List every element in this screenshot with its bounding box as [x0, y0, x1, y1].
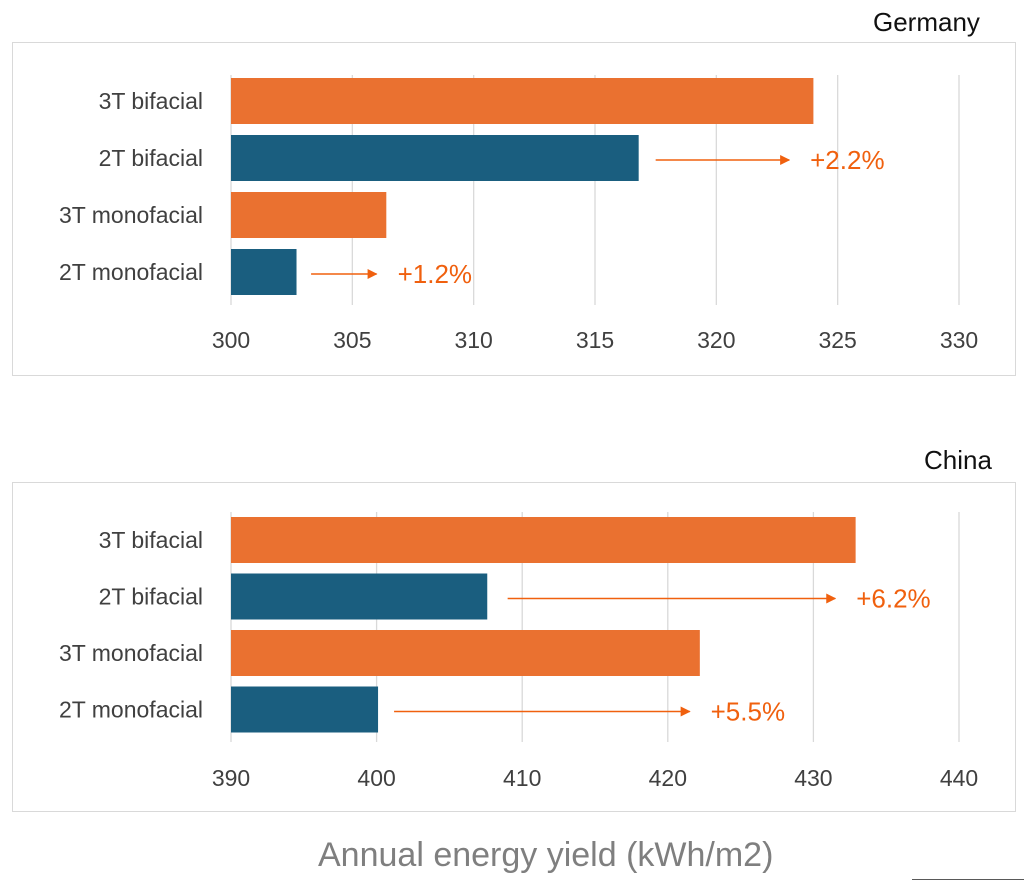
germany-category-label: 3T monofacial	[59, 202, 203, 228]
germany-category-label: 3T bifacial	[99, 88, 203, 114]
germany-x-tick-label: 300	[212, 327, 250, 353]
germany-bar-2t-monofacial	[231, 249, 297, 295]
china-annotation-label: +6.2%	[856, 584, 930, 614]
germany-x-tick-label: 320	[697, 327, 735, 353]
china-x-tick-label: 410	[503, 765, 541, 791]
china-category-label: 3T monofacial	[59, 640, 203, 666]
germany-x-tick-label: 330	[940, 327, 978, 353]
china-bar-2t-monofacial	[231, 686, 379, 733]
china-x-tick-label: 440	[940, 765, 978, 791]
germany-bar-2t-bifacial	[231, 135, 639, 181]
china-category-label: 3T bifacial	[99, 527, 203, 553]
germany-chart-title: Germany	[873, 7, 980, 37]
germany-x-tick-label: 310	[454, 327, 492, 353]
china-x-tick-label: 420	[649, 765, 687, 791]
china-bar-3t-bifacial	[231, 517, 856, 563]
china-category-label: 2T monofacial	[59, 697, 203, 723]
footer-rule	[912, 879, 1024, 880]
germany-bar-3t-monofacial	[231, 192, 387, 238]
germany-bar-3t-bifacial	[231, 78, 814, 124]
china-x-tick-label: 400	[357, 765, 395, 791]
germany-category-label: 2T bifacial	[99, 145, 203, 171]
germany-annotation-label: +2.2%	[810, 145, 884, 175]
germany-category-label: 2T monofacial	[59, 259, 203, 285]
china-x-tick-label: 390	[212, 765, 250, 791]
china-chart-title: China	[924, 445, 992, 475]
x-axis-title: Annual energy yield (kWh/m2)	[318, 836, 774, 874]
china-category-label: 2T bifacial	[99, 584, 203, 610]
germany-x-tick-label: 315	[576, 327, 614, 353]
china-bar-3t-monofacial	[231, 630, 700, 676]
china-annotation-label: +5.5%	[711, 697, 785, 727]
germany-x-tick-label: 305	[333, 327, 371, 353]
china-bar-2t-bifacial	[231, 573, 488, 620]
china-x-tick-label: 430	[794, 765, 832, 791]
germany-annotation-label: +1.2%	[398, 259, 472, 289]
germany-x-tick-label: 325	[818, 327, 856, 353]
